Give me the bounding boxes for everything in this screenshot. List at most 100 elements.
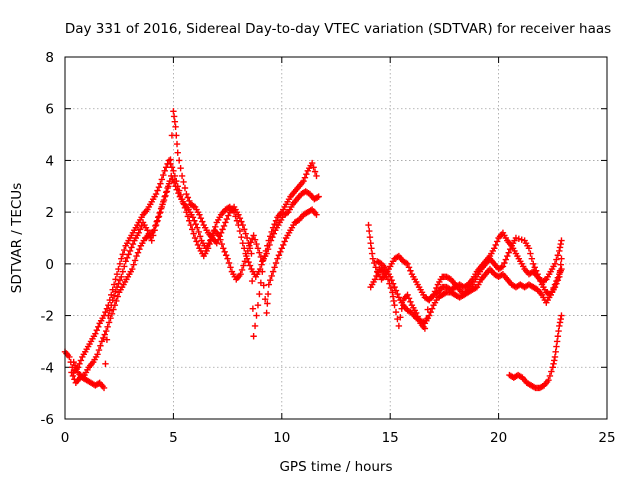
data-point [390,297,398,305]
data-point [245,239,252,247]
data-point [152,221,160,229]
data-point [123,254,131,262]
data-point [103,336,111,343]
data-point [548,368,555,375]
data-point [225,259,233,267]
data-point [161,193,168,200]
data-point [121,246,128,254]
data-point [153,218,160,225]
data-point [518,236,525,243]
y-tick-label: -4 [41,360,54,376]
data-point [246,245,254,252]
data-point [391,283,398,291]
data-point [389,289,396,296]
data-point [173,140,181,148]
data-point [427,308,434,316]
data-point [155,183,163,191]
data-point [253,240,260,248]
data-point [136,226,144,233]
data-point [281,238,288,245]
data-point [194,224,201,231]
data-point [240,262,247,269]
data-point [93,327,100,334]
data-point [113,283,121,291]
data-point [553,256,560,263]
data-point [223,215,231,223]
data-point [367,239,374,247]
data-point [108,291,115,299]
data-point [102,308,109,316]
data-point [241,258,249,265]
data-point [388,277,395,284]
data-point [260,282,267,289]
data-point [162,189,170,196]
data-point [68,369,75,376]
data-point [121,263,128,270]
data-point [531,264,538,271]
data-point [366,233,374,241]
data-point [157,180,164,187]
data-point [268,272,275,280]
data-point [151,227,158,234]
data-point [556,247,563,255]
data-point [157,208,164,216]
data-point [136,246,143,253]
data-point [504,252,511,260]
data-point [167,156,174,163]
data-point [170,108,177,115]
data-point [168,164,176,171]
data-point [222,252,230,259]
data-point [535,274,543,281]
data-point [238,266,246,274]
data-point [553,338,561,345]
data-point [248,277,256,285]
data-point [269,268,277,275]
data-point [277,248,284,255]
data-point [69,372,77,380]
data-point [389,293,397,300]
data-point [189,214,197,221]
data-point [527,250,534,257]
data-point [556,244,564,251]
data-point [162,164,170,171]
data-point [308,159,316,167]
x-tick-label: 5 [169,430,178,446]
data-point [272,259,280,267]
data-point [553,343,560,350]
data-point [263,309,270,317]
x-tick-label: 0 [61,430,70,446]
data-point [239,239,246,247]
data-point [76,360,83,368]
data-point [515,235,523,243]
data-point [216,233,223,240]
data-point [171,118,179,125]
data-point [138,222,145,230]
data-point [369,255,377,262]
data-point [525,245,533,252]
data-point [165,157,173,164]
data-point [272,217,280,224]
data-point [256,290,263,298]
data-point [71,362,79,369]
data-point [256,249,263,256]
data-point [499,263,507,270]
y-tick-label: 0 [45,257,54,273]
data-point [250,232,257,239]
data-point [112,276,119,283]
data-point [125,251,132,258]
data-point [315,193,322,200]
data-point [301,174,309,181]
data-point [220,245,227,252]
data-point [265,281,272,288]
data-point [181,184,189,192]
data-point [372,264,379,271]
data-point [173,186,181,193]
data-point [236,214,244,222]
data-point [263,250,270,257]
data-point [116,260,124,268]
data-point [149,232,157,239]
data-point [126,247,134,255]
data-point [144,227,151,234]
data-point [168,172,175,180]
data-point [303,171,310,178]
